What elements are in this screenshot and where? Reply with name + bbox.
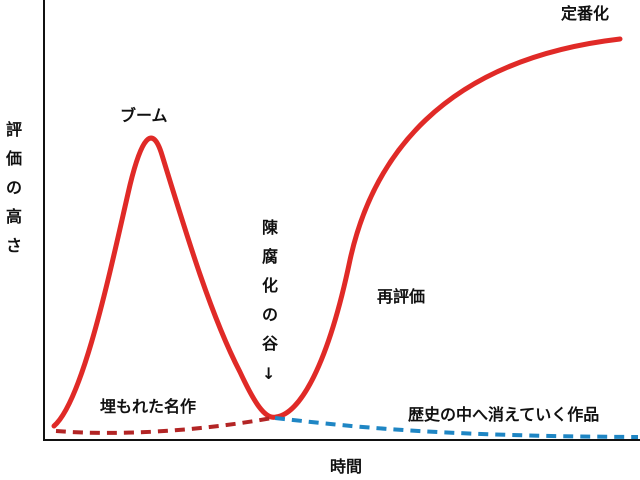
boom-label: ブーム (120, 106, 168, 125)
fading-works-label: 歴史の中へ消えていく作品 (408, 405, 600, 424)
fading-works-curve (274, 416, 639, 439)
x-axis-label: 時間 (330, 457, 363, 476)
main-evaluation-curve (51, 36, 623, 429)
y-axis-label: 評価の高さ (6, 120, 23, 255)
valley-arrow: ↓ (262, 364, 276, 383)
buried-masterpiece-label: 埋もれた名作 (100, 397, 197, 416)
valley-label: 陳腐化の谷 (262, 218, 279, 353)
buried-masterpiece-curve (55, 416, 273, 435)
standard-label: 定番化 (561, 4, 610, 23)
reevaluation-label: 再評価 (377, 287, 426, 306)
